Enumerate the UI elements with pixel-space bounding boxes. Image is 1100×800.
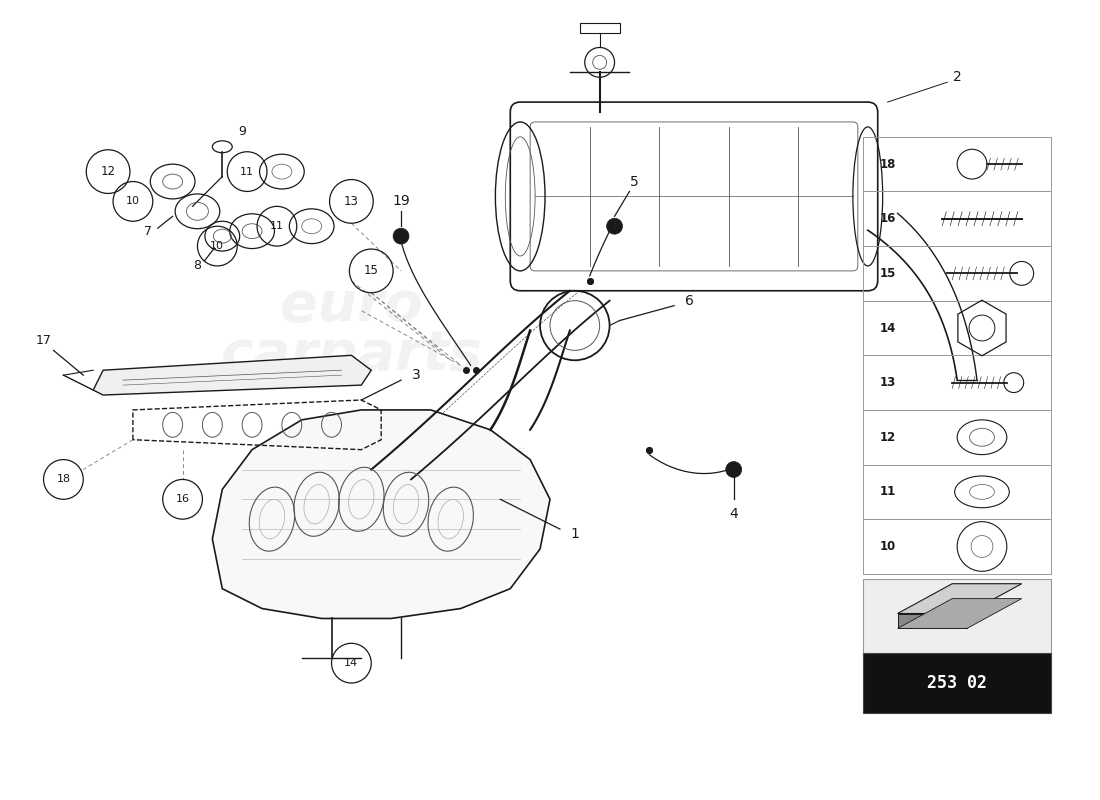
Text: 10: 10 — [125, 196, 140, 206]
Text: 17: 17 — [35, 334, 52, 347]
Circle shape — [606, 218, 623, 234]
Text: 2: 2 — [953, 70, 961, 84]
Bar — [862, 519, 1052, 574]
Text: 13: 13 — [880, 376, 895, 389]
Text: 14: 14 — [880, 322, 895, 334]
Polygon shape — [898, 598, 1022, 629]
Text: 18: 18 — [56, 474, 70, 485]
Text: 11: 11 — [270, 222, 284, 231]
Bar — [862, 654, 1052, 713]
Text: 1: 1 — [571, 527, 580, 541]
Text: 6: 6 — [684, 294, 693, 308]
Text: 18: 18 — [880, 158, 895, 170]
Text: 12: 12 — [880, 430, 895, 444]
Text: 16: 16 — [176, 494, 189, 504]
Text: 9: 9 — [239, 126, 246, 138]
Text: a passion for parts since 1985: a passion for parts since 1985 — [316, 418, 526, 462]
Polygon shape — [212, 410, 550, 618]
Text: 253 02: 253 02 — [927, 674, 987, 692]
Text: 12: 12 — [100, 165, 116, 178]
Bar — [862, 355, 1052, 410]
Text: 10: 10 — [880, 540, 895, 553]
Bar — [862, 578, 1052, 654]
Polygon shape — [898, 584, 1022, 614]
Polygon shape — [898, 614, 967, 629]
Text: 15: 15 — [364, 265, 378, 278]
Text: 11: 11 — [880, 486, 895, 498]
Text: 4: 4 — [729, 507, 738, 522]
Circle shape — [726, 462, 741, 478]
Text: 19: 19 — [393, 194, 410, 208]
Text: 13: 13 — [344, 195, 359, 208]
Polygon shape — [94, 355, 372, 395]
Text: 3: 3 — [411, 368, 420, 382]
Text: 14: 14 — [344, 658, 359, 668]
Text: 11: 11 — [240, 166, 254, 177]
Text: 8: 8 — [194, 259, 201, 273]
Text: euro
carparts: euro carparts — [220, 278, 482, 382]
Bar — [862, 137, 1052, 191]
Bar — [862, 191, 1052, 246]
Bar — [862, 301, 1052, 355]
Bar — [862, 410, 1052, 465]
Bar — [862, 246, 1052, 301]
Text: 7: 7 — [144, 225, 152, 238]
Text: 15: 15 — [880, 267, 895, 280]
Bar — [862, 465, 1052, 519]
Text: 10: 10 — [210, 241, 224, 251]
Circle shape — [393, 228, 409, 244]
Text: 16: 16 — [880, 212, 895, 226]
Text: 5: 5 — [630, 174, 639, 189]
